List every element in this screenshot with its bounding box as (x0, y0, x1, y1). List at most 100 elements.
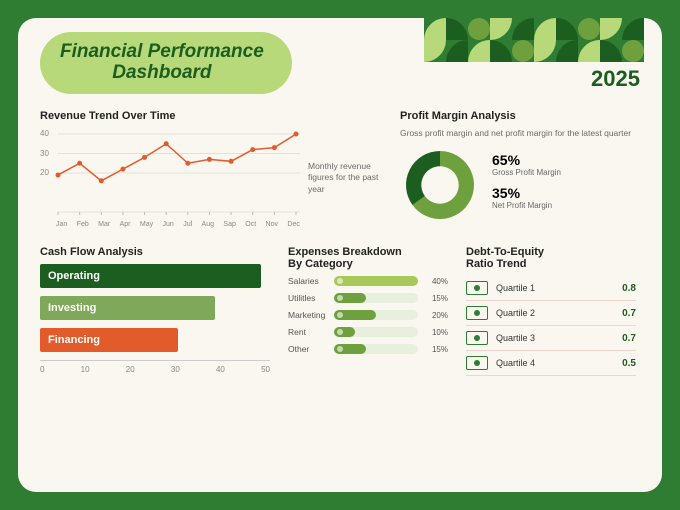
money-icon (466, 306, 488, 320)
x-tick: 30 (171, 365, 180, 374)
dashboard-card: Financial Performance Dashboard 2025 Rev… (18, 18, 662, 492)
cash-flow-bar: Investing (40, 296, 215, 320)
expense-pct: 10% (422, 328, 448, 337)
x-axis-labels: Jan Feb Mar Apr May Jun Jul Aug Sap Oct Nov Dec (56, 221, 300, 228)
expense-pct: 15% (422, 294, 448, 303)
cash-flow-bar: Financing (40, 328, 178, 352)
y-tick: 20 (40, 168, 49, 177)
expense-bar-fill (334, 344, 366, 354)
expense-bar-fill (334, 293, 366, 303)
revenue-title: Revenue Trend Over Time (40, 110, 400, 122)
title-pill: Financial Performance Dashboard (40, 32, 292, 94)
expenses-title-line1: Expenses Breakdown (288, 246, 402, 258)
title-line2: Dashboard (112, 62, 211, 83)
expense-pct: 15% (422, 345, 448, 354)
expense-bar-track (334, 344, 418, 354)
expense-label: Marketing (288, 310, 334, 320)
x-tick: 50 (261, 365, 270, 374)
profit-margin-title: Profit Margin Analysis (400, 110, 640, 122)
debt-equity-list: Quartile 10.8Quartile 20.7Quartile 30.7Q… (466, 276, 636, 376)
expenses-title-line2: By Category (288, 258, 353, 270)
x-label: Aug (202, 221, 214, 228)
y-tick: 40 (40, 129, 49, 138)
expenses-panel: Expenses Breakdown By Category Salaries 4… (288, 246, 448, 376)
debt-equity-panel: Debt-To-Equity Ratio Trend Quartile 10.8… (466, 246, 636, 376)
x-label: Jun (163, 221, 174, 228)
expense-bar-fill (334, 327, 355, 337)
debt-value: 0.5 (622, 358, 636, 369)
money-icon (466, 331, 488, 345)
net-profit-label: Net Profit Margin (492, 201, 561, 210)
expense-bar-fill (334, 310, 376, 320)
profit-margin-donut-chart (400, 145, 480, 225)
cash-flow-bar-chart: Operating Investing Financing 0 10 20 30 40 50 (40, 264, 270, 374)
expense-pct: 20% (422, 311, 448, 320)
expense-label: Rent (288, 327, 334, 337)
title-line1: Financial Performance (60, 41, 264, 62)
expenses-list: Salaries 40% Utilitles 15% Marketing 20% Rent 1… (288, 276, 448, 354)
x-tick: 40 (216, 365, 225, 374)
expense-bar-track (334, 293, 418, 303)
expense-row: Utilitles 15% (288, 293, 448, 303)
debt-label: Quartile 3 (496, 333, 622, 343)
expense-label: Utilitles (288, 293, 334, 303)
x-label: Jul (183, 221, 192, 228)
cash-flow-x-axis: 0 10 20 30 40 50 (40, 360, 270, 374)
row-2: Cash Flow Analysis Operating Investing Fin… (40, 246, 640, 376)
expense-row: Other 15% (288, 344, 448, 354)
expense-bar-track (334, 310, 418, 320)
x-tick: 0 (40, 365, 44, 374)
x-label: Dec (287, 221, 299, 228)
money-icon (466, 281, 488, 295)
x-label: May (140, 221, 153, 228)
debt-label: Quartile 4 (496, 358, 622, 368)
gross-profit-value: 65% (492, 152, 561, 168)
header: Financial Performance Dashboard 2025 (40, 32, 640, 104)
x-label: Feb (77, 221, 89, 228)
expense-row: Salaries 40% (288, 276, 448, 286)
expense-bar-track (334, 327, 418, 337)
revenue-description: Monthly revenue figures for the past yea… (300, 161, 390, 194)
debt-title-line1: Debt-To-Equity (466, 246, 544, 258)
debt-row: Quartile 30.7 (466, 326, 636, 351)
debt-value: 0.7 (622, 308, 636, 319)
y-tick: 30 (40, 149, 49, 158)
expense-bar-track (334, 276, 418, 286)
x-label: Mar (98, 221, 110, 228)
header-decor-icon (424, 18, 644, 62)
expense-pct: 40% (422, 277, 448, 286)
debt-value: 0.8 (622, 283, 636, 294)
page-title: Financial Performance Dashboard (60, 42, 264, 84)
row-1: Revenue Trend Over Time 20 30 40 Jan Feb Mar A… (40, 110, 640, 228)
profit-margin-subtitle: Gross profit margin and net profit margi… (400, 128, 640, 139)
expense-row: Rent 10% (288, 327, 448, 337)
expense-label: Salaries (288, 276, 334, 286)
x-label: Jan (56, 221, 67, 228)
x-label: Nov (266, 221, 278, 228)
debt-title-line2: Ratio Trend (466, 258, 527, 270)
revenue-line-chart: 20 30 40 Jan Feb Mar Apr May Jun Jul Aug Sap Oct Nov D… (40, 128, 300, 228)
expense-bar-fill (334, 276, 418, 286)
debt-label: Quartile 1 (496, 283, 622, 293)
cash-flow-title: Cash Flow Analysis (40, 246, 270, 258)
x-label: Apr (120, 221, 131, 228)
debt-value: 0.7 (622, 333, 636, 344)
x-tick: 10 (81, 365, 90, 374)
debt-equity-title: Debt-To-Equity Ratio Trend (466, 246, 636, 270)
x-label: Sap (223, 221, 235, 228)
money-icon (466, 356, 488, 370)
gross-profit-label: Gross Profit Margin (492, 168, 561, 177)
revenue-panel: Revenue Trend Over Time 20 30 40 Jan Feb Mar A… (40, 110, 400, 228)
debt-label: Quartile 2 (496, 308, 622, 318)
cash-flow-panel: Cash Flow Analysis Operating Investing Fin… (40, 246, 270, 376)
x-label: Oct (245, 221, 256, 228)
year-label: 2025 (591, 66, 640, 92)
expense-label: Other (288, 344, 334, 354)
debt-row: Quartile 20.7 (466, 301, 636, 326)
cash-flow-bar: Operating (40, 264, 261, 288)
debt-row: Quartile 40.5 (466, 351, 636, 376)
x-tick: 20 (126, 365, 135, 374)
expenses-title: Expenses Breakdown By Category (288, 246, 448, 270)
net-profit-value: 35% (492, 185, 561, 201)
debt-row: Quartile 10.8 (466, 276, 636, 301)
